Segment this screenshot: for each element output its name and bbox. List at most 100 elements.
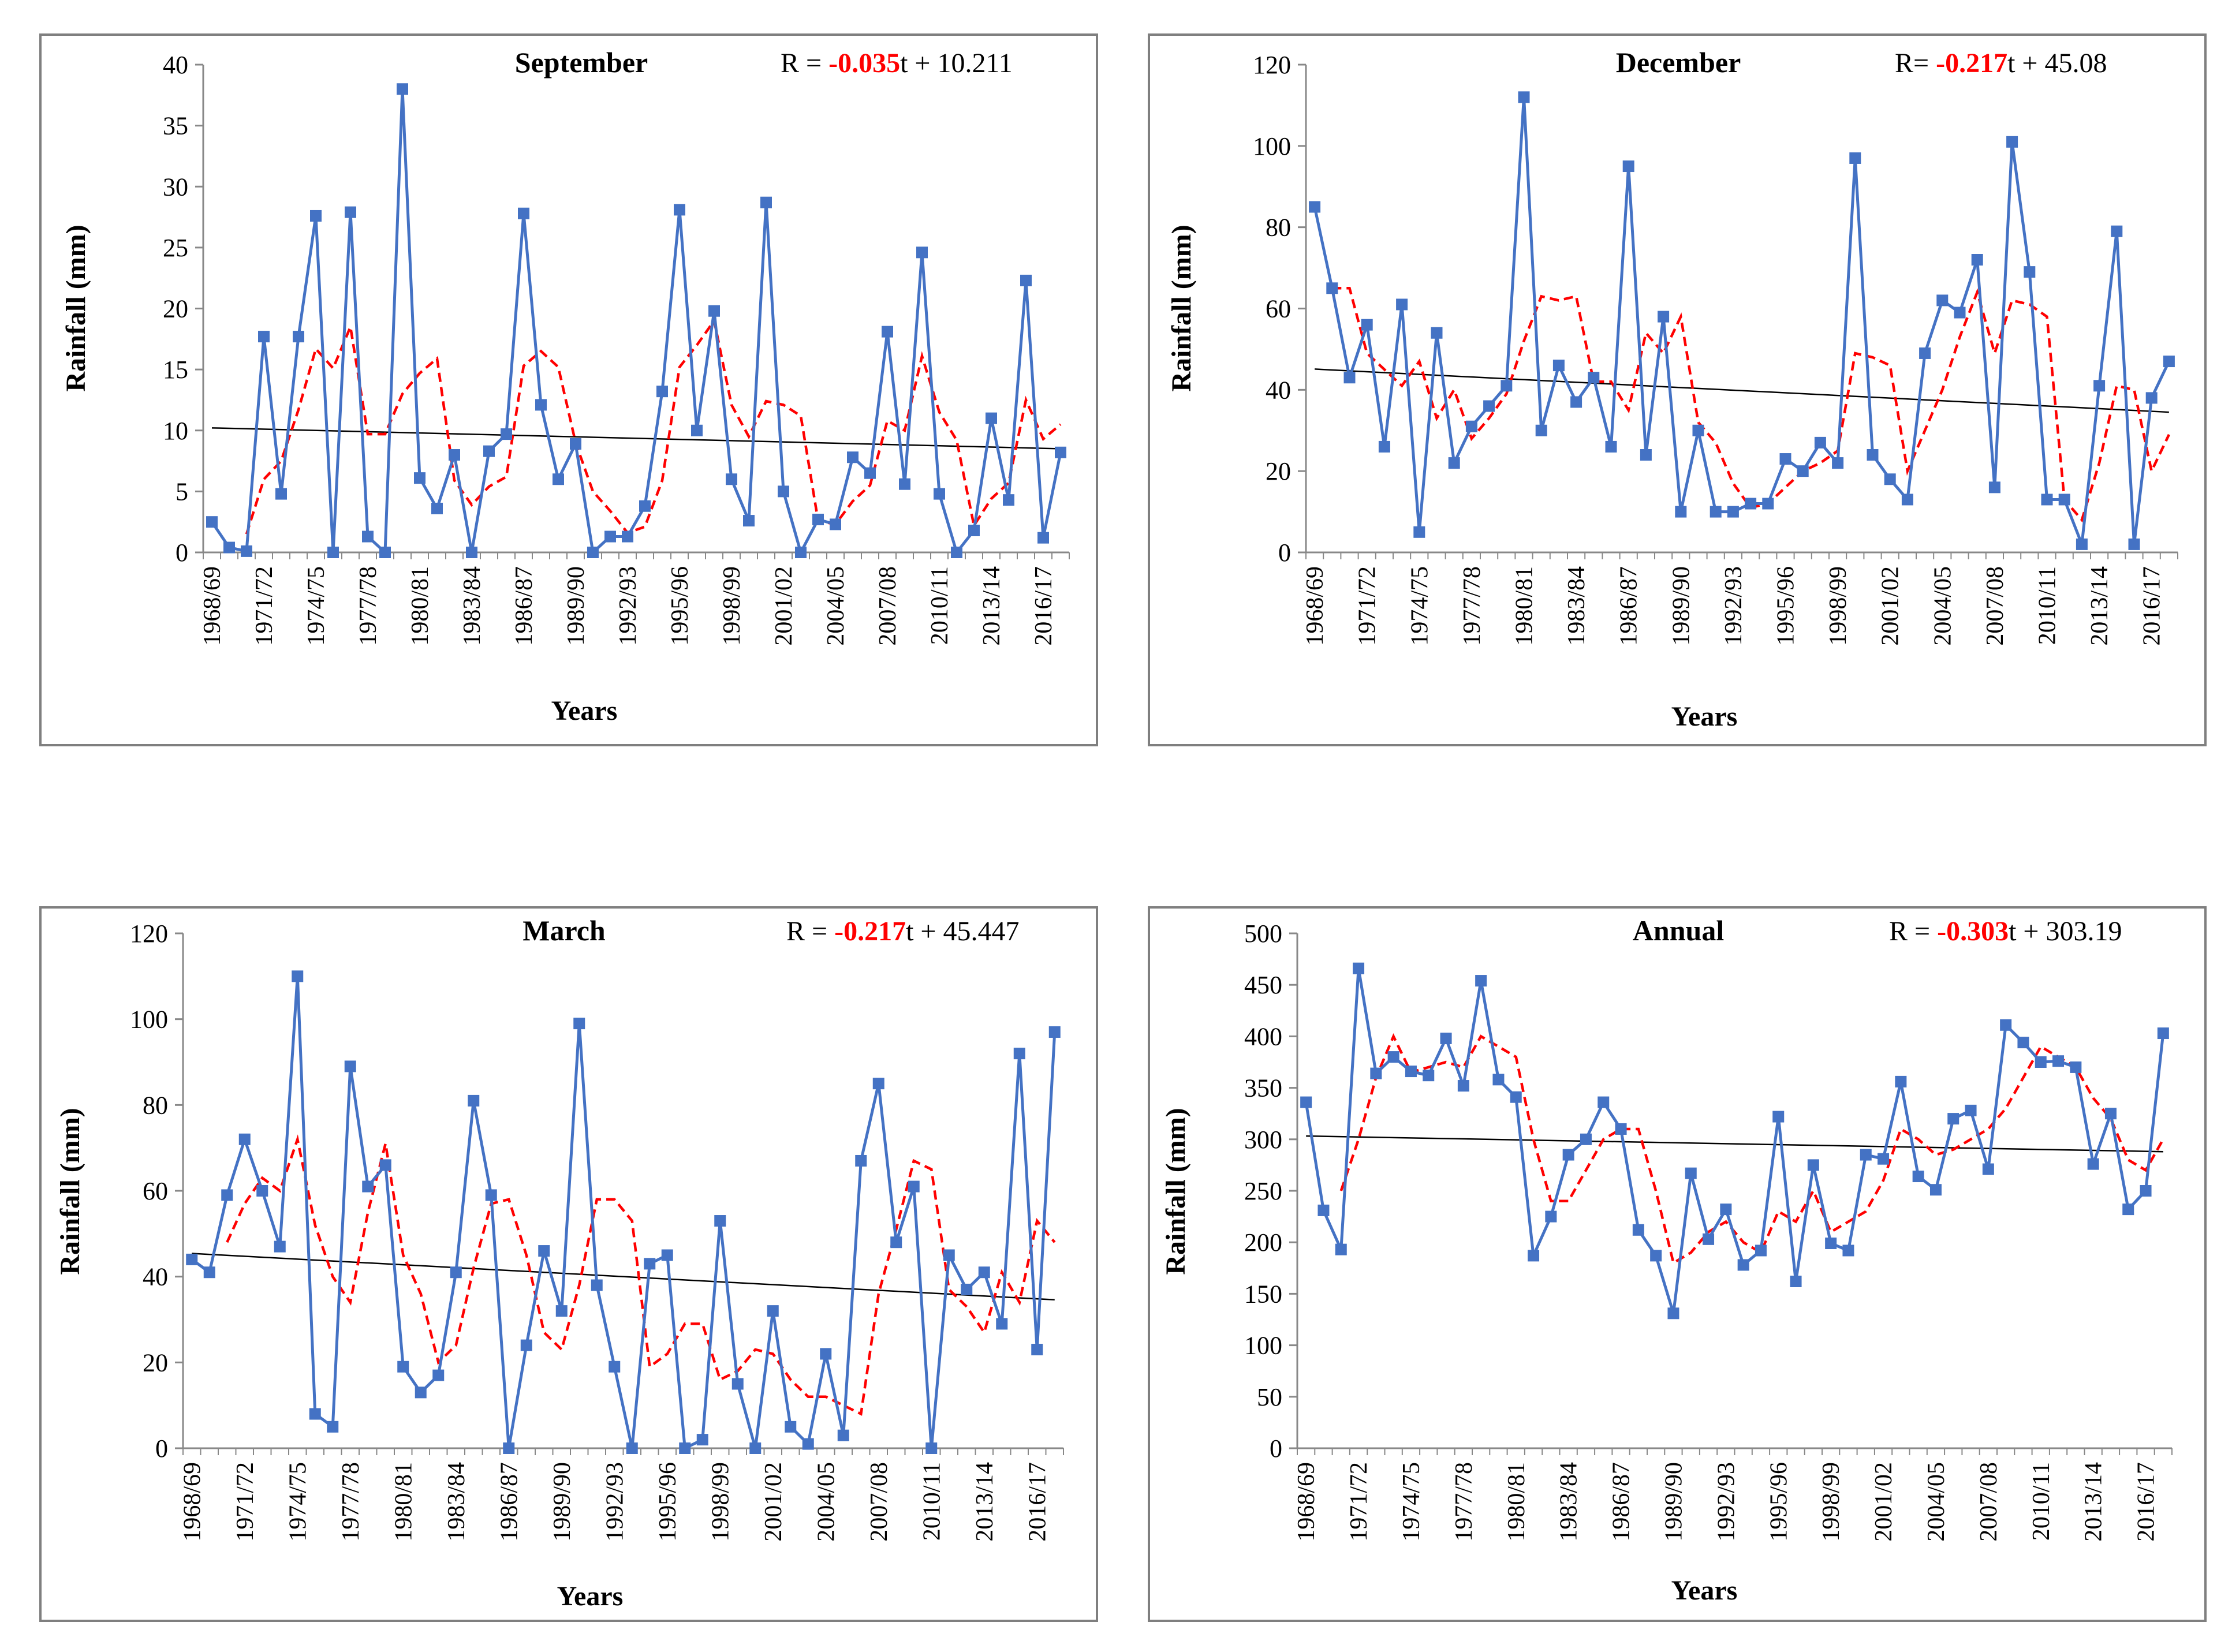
y-tick-label: 35	[163, 112, 188, 140]
data-point	[1971, 254, 1983, 266]
data-point	[206, 516, 218, 528]
x-tick-label: 1968/69	[1302, 566, 1328, 646]
september-chart-title: September	[515, 46, 648, 79]
data-point	[1335, 1243, 1347, 1255]
data-point	[674, 204, 685, 216]
data-point	[1988, 481, 2000, 494]
data-point	[639, 500, 651, 512]
x-tick-label: 2016/17	[2139, 566, 2166, 646]
data-point	[996, 1318, 1008, 1330]
x-tick-label: 2007/08	[1982, 566, 2009, 646]
annual-rainfall-line	[1304, 968, 2165, 1314]
x-tick-label: 2004/05	[1923, 1462, 1950, 1542]
x-tick-label: 1971/72	[251, 566, 278, 646]
data-point	[1982, 1163, 1994, 1175]
data-point	[916, 246, 928, 259]
x-tick-label: 1980/81	[407, 566, 434, 646]
data-point	[468, 1094, 480, 1107]
y-tick-label: 150	[1244, 1280, 1282, 1308]
data-point	[483, 445, 495, 457]
data-point	[292, 970, 304, 982]
data-point	[1423, 1070, 1435, 1082]
data-point	[1562, 1149, 1574, 1161]
data-point	[908, 1180, 920, 1193]
december-chart-title: December	[1616, 46, 1741, 79]
x-tick-label: 1971/72	[232, 1462, 259, 1542]
equation-suffix: t + 45.08	[2007, 48, 2107, 79]
data-point	[951, 547, 962, 558]
data-point	[258, 331, 270, 343]
data-point	[1901, 494, 1913, 506]
data-point	[1878, 1153, 1890, 1165]
data-point	[555, 1305, 568, 1317]
y-tick-label: 80	[1266, 214, 1291, 242]
data-point	[432, 1369, 445, 1381]
x-tick-label: 2004/05	[813, 1462, 839, 1542]
data-point	[2157, 1027, 2169, 1040]
x-tick-label: 2001/02	[760, 1462, 787, 1542]
x-tick-label: 2001/02	[1871, 1462, 1897, 1542]
x-tick-label: 1986/87	[1616, 566, 1643, 646]
data-point	[2076, 538, 2088, 550]
data-point	[2087, 1158, 2099, 1170]
x-tick-label: 1980/81	[1503, 1462, 1530, 1542]
equation-prefix: R =	[786, 916, 834, 947]
data-point	[1003, 494, 1014, 506]
annual-axes: 0 50 100 150 200 250 300 350 400 450 500 1968/69 197…	[1244, 920, 2173, 1542]
data-point	[309, 1408, 321, 1420]
december-rainfall-line	[1313, 97, 2171, 545]
september-chart-panel: 0 5 10 15 20 25 30 35 40 1968/69 1971/72 1974/75 197…	[39, 33, 1098, 746]
march-chart-svg: 0 20 40 60 80 100 120 1968/69 1971/72 1974/75 1977…	[55, 914, 1064, 1612]
x-tick-label: 1974/75	[285, 1462, 311, 1542]
data-point	[1703, 1233, 1715, 1245]
data-point	[1535, 424, 1547, 436]
x-tick-label: 1986/87	[1608, 1462, 1635, 1542]
data-point	[275, 488, 287, 500]
data-point	[1492, 1074, 1505, 1086]
equation-prefix: R =	[781, 48, 828, 79]
data-point	[1055, 446, 1066, 458]
data-point	[431, 502, 443, 514]
december-rainfall-markers	[1309, 91, 2175, 550]
data-point	[1370, 1067, 1382, 1079]
data-point	[837, 1429, 849, 1441]
data-point	[2052, 1055, 2065, 1067]
data-point	[644, 1258, 656, 1270]
september-chart-svg: 0 5 10 15 20 25 30 35 40 1968/69 1971/72 1974/75 197…	[61, 46, 1070, 726]
data-point	[2041, 494, 2053, 506]
equation-slope: -0.217	[1936, 48, 2007, 79]
y-tick-label: 250	[1244, 1177, 1282, 1205]
data-point	[362, 1180, 374, 1193]
data-point	[397, 1361, 409, 1373]
equation-prefix: R=	[1895, 48, 1936, 79]
annual-trend-equation: R = -0.303t + 303.19	[1889, 916, 2122, 947]
data-point	[1954, 307, 1966, 319]
data-point	[1300, 1096, 1312, 1108]
march-rainfall-line	[191, 976, 1057, 1451]
equation-slope: -0.303	[1937, 916, 2009, 947]
y-tick-label: 100	[1244, 1332, 1282, 1360]
data-point	[1807, 1159, 1819, 1171]
x-tick-label: 1995/96	[655, 1462, 681, 1542]
data-point	[587, 547, 599, 558]
data-point	[256, 1185, 268, 1197]
annual-moving-average-line	[1339, 1033, 2164, 1265]
data-point	[882, 326, 893, 338]
x-tick-label: 1971/72	[1354, 566, 1381, 646]
data-point	[1483, 400, 1495, 412]
data-point	[2145, 392, 2158, 404]
march-trend-line	[192, 1253, 1055, 1301]
data-point	[1727, 506, 1739, 518]
data-point	[2104, 1108, 2117, 1120]
x-tick-label: 1968/69	[199, 566, 226, 646]
x-tick-label: 1983/84	[1556, 1462, 1582, 1542]
data-point	[1396, 298, 1408, 311]
x-tick-label: 2010/11	[2028, 1462, 2055, 1541]
x-tick-label: 2004/05	[823, 566, 849, 646]
data-point	[1501, 380, 1513, 392]
data-point	[968, 524, 980, 536]
data-point	[1762, 498, 1774, 510]
data-point	[2070, 1061, 2082, 1073]
december-chart-svg: 0 20 40 60 80 100 120 1968/69 1971/72 1974/75 1977…	[1166, 46, 2178, 732]
data-point	[1475, 975, 1487, 987]
